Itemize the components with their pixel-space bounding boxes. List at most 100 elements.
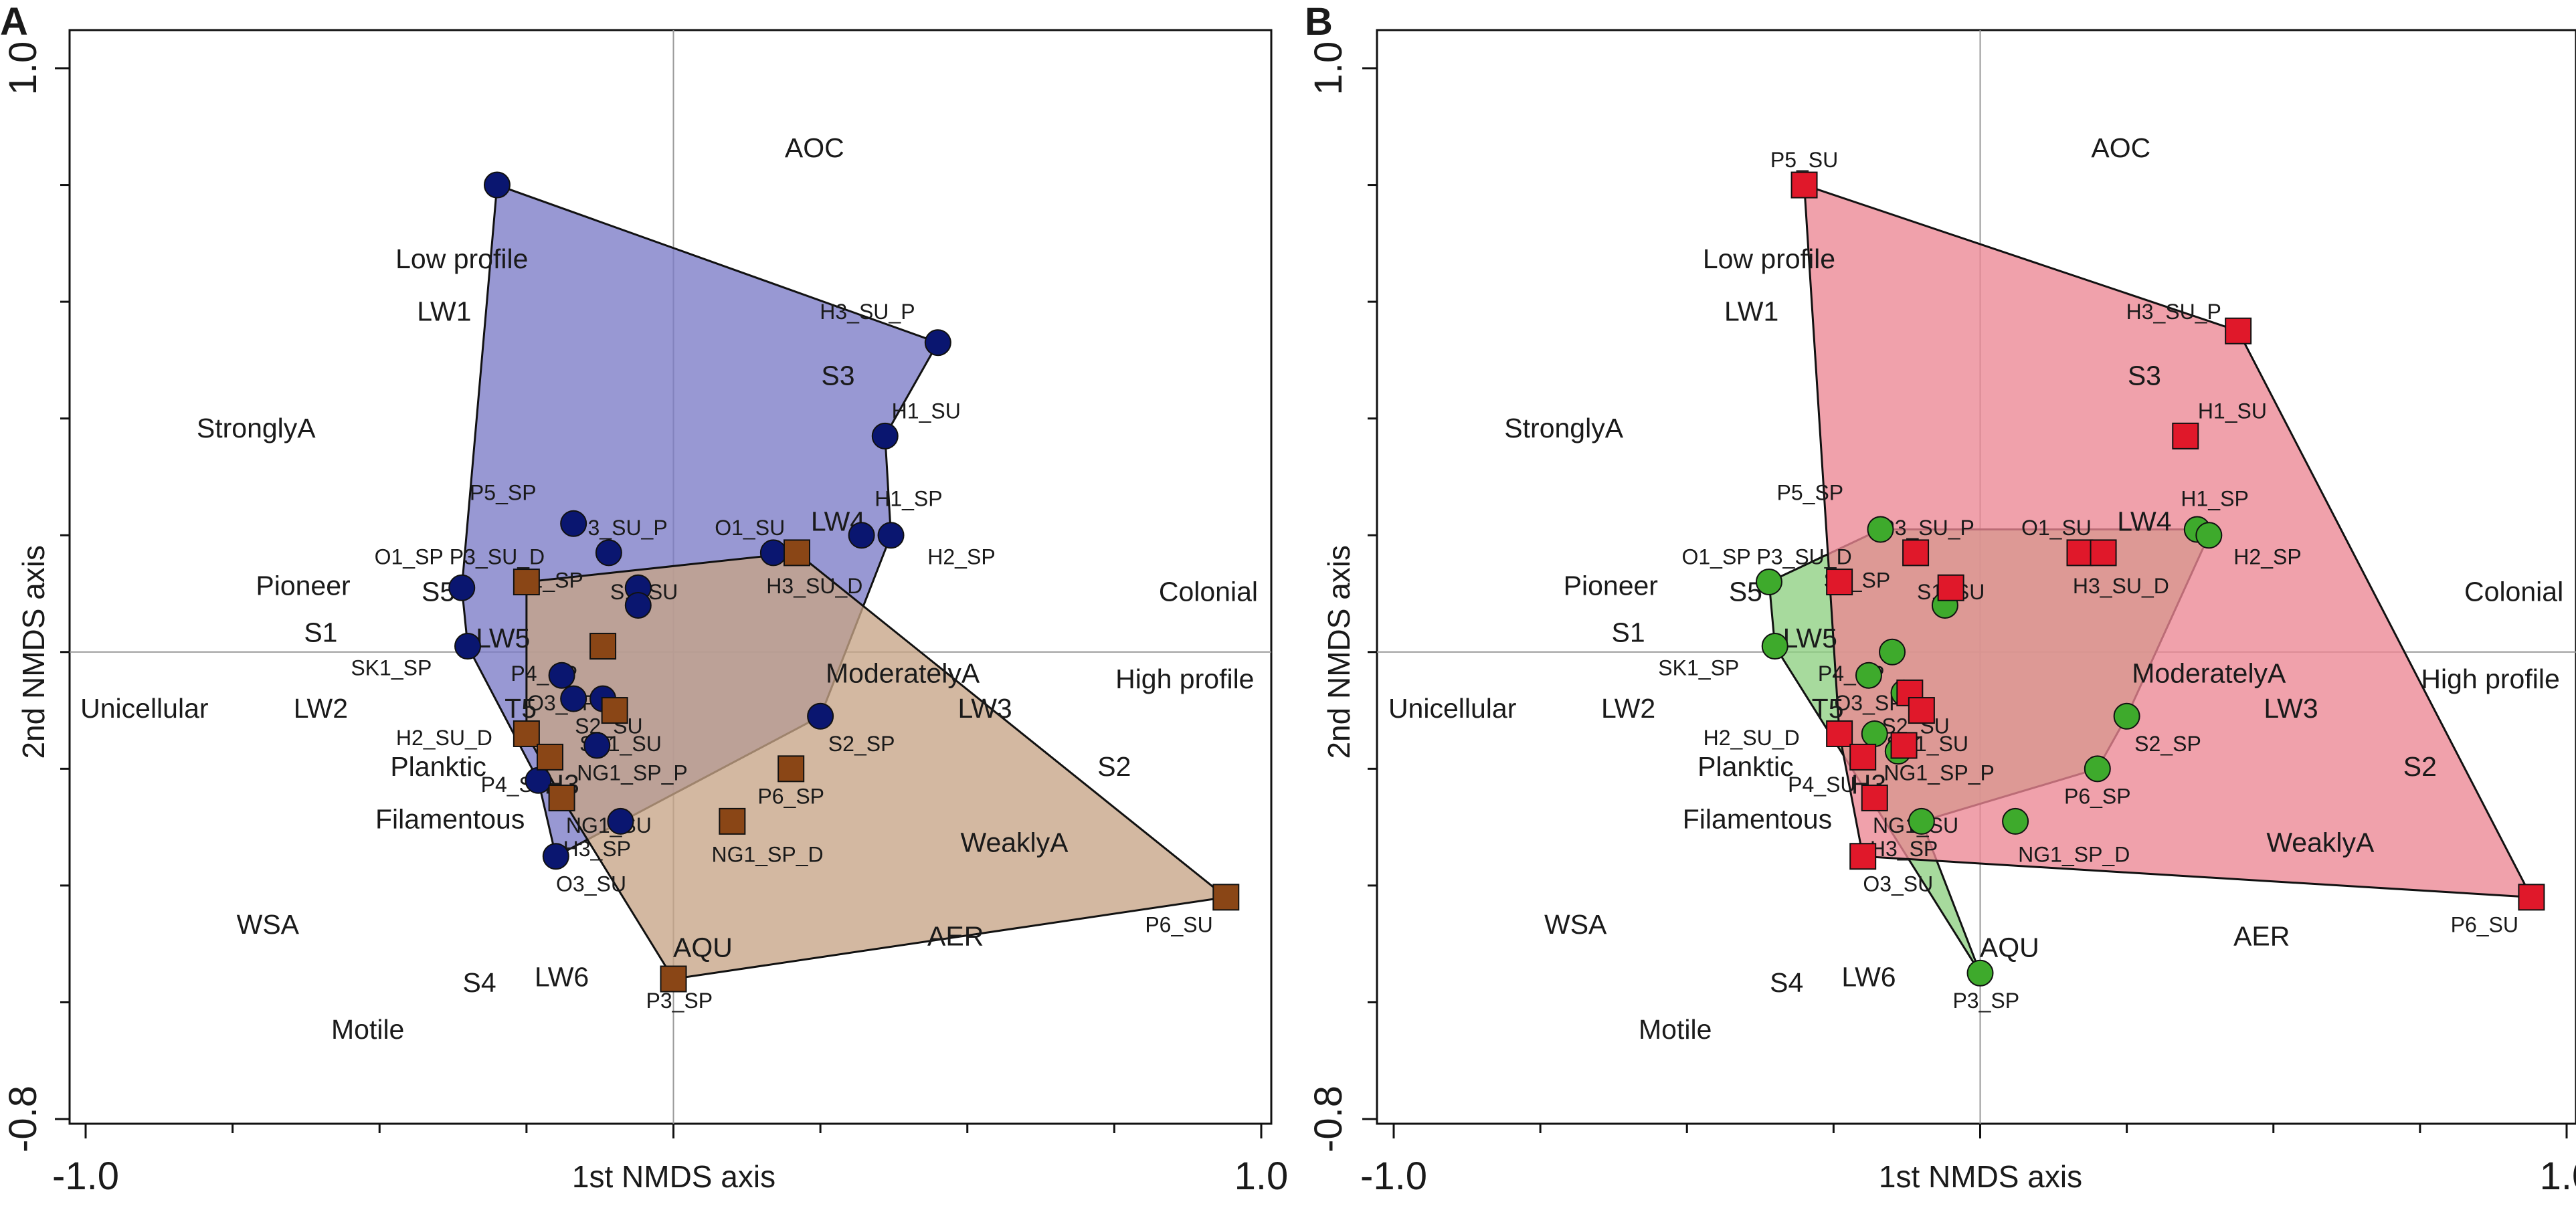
data-point-square (537, 743, 564, 771)
trait-label: AOC (785, 132, 844, 163)
data-point-circle (548, 662, 575, 689)
sample-label: NG1_SP_P (1883, 761, 1994, 785)
data-point-circle (1861, 720, 1888, 747)
data-point-circle (848, 522, 875, 549)
data-point-circle (560, 510, 587, 537)
trait-label: ModeratelyA (826, 658, 980, 689)
sample-label: P3_SU_D (450, 545, 545, 569)
data-point-circle (607, 807, 634, 835)
sample-label: H3_SU_P (820, 300, 915, 324)
data-point-circle (1855, 662, 1882, 689)
trait-label: LW2 (294, 693, 348, 724)
trait-label: Motile (331, 1014, 404, 1045)
sample-label: H3_SP (563, 837, 631, 861)
trait-label: AQU (1980, 932, 2039, 963)
sample-label: H3_SU_P (2126, 300, 2221, 324)
trait-label: LW1 (417, 296, 471, 326)
sample-label: H2_SP (927, 545, 995, 569)
trait-label: Low profile (395, 243, 528, 274)
data-point-circle (1867, 516, 1894, 543)
sample-label: H1_SP (2181, 486, 2248, 510)
data-point-circle (595, 539, 622, 567)
y-tick-label: -0.8 (1, 1086, 45, 1152)
sample-label: H1_SU (892, 399, 961, 423)
y-tick-label: 1.0 (1307, 41, 1350, 96)
sample-label: H2_SU_D (396, 726, 492, 750)
sample-label: P5_SP (1777, 481, 1844, 505)
data-point-circle (624, 591, 652, 619)
sample-label: P3_SU_P (1880, 516, 1974, 540)
trait-label: Filamentous (1683, 804, 1832, 835)
data-point-circle (2002, 807, 2029, 835)
sample-label: O1_SP (375, 545, 444, 569)
sample-label: H2_SU_D (1704, 726, 1800, 750)
trait-label: AOC (2091, 132, 2150, 163)
data-point-square (2172, 422, 2199, 449)
trait-label: S2 (2403, 751, 2437, 782)
data-point-circle (560, 685, 587, 712)
trait-label: S2 (1097, 751, 1131, 782)
trait-label: WeaklyA (2266, 827, 2375, 858)
sample-label: NG1_SP_D (711, 843, 823, 867)
data-point-square (2518, 884, 2545, 911)
trait-label: AER (2233, 920, 2290, 951)
trait-label: S4 (463, 967, 496, 998)
data-point-square (1826, 569, 1853, 596)
trait-label: High profile (1115, 664, 1254, 694)
x-tick-label: 1.0 (1234, 1154, 1289, 1198)
trait-label: High profile (2421, 664, 2559, 694)
trait-label: AQU (673, 932, 733, 963)
trait-label: ModeratelyA (2132, 658, 2286, 689)
trait-label: Filamentous (375, 804, 525, 835)
panel-a: A -1.0 1.0 1.0 -0.8 1st NMDS axis 2nd NMDS axi… (0, 0, 1288, 1198)
sample-label: SK1_SP (1658, 656, 1739, 680)
trait-label: Pioneer (1564, 571, 1658, 601)
trait-label: LW3 (2264, 693, 2318, 724)
trait-label: LW4 (2117, 506, 2171, 537)
trait-label: StronglyA (197, 413, 316, 443)
sample-label: S2_SP (828, 732, 895, 756)
data-point-square (1826, 720, 1853, 747)
trait-label: S1 (304, 617, 337, 647)
sample-label: H3_SU_D (2073, 574, 2169, 598)
data-point-square (1908, 697, 1935, 724)
trait-label: Planktic (390, 751, 486, 782)
data-point-circle (2195, 522, 2223, 549)
trait-label: S3 (821, 360, 854, 391)
data-point-square (601, 697, 628, 724)
sample-label: O1_SU (715, 516, 785, 540)
x-tick-label: -1.0 (1360, 1154, 1427, 1198)
plot-frame (68, 29, 1273, 1125)
trait-label: WSA (237, 909, 300, 940)
data-point-square (1937, 574, 1964, 601)
data-point-circle (807, 702, 834, 730)
sample-label: P5_SU (1770, 148, 1838, 172)
data-point-square (2090, 539, 2117, 567)
sample-label: O1_SP (1681, 545, 1750, 569)
trait-label: LW1 (1724, 296, 1778, 326)
data-point-square (1212, 884, 1240, 911)
y-tick-label: -0.8 (1307, 1086, 1350, 1152)
trait-label: LW5 (1783, 623, 1837, 653)
data-point-square (1890, 732, 1918, 759)
data-point-circle (583, 732, 611, 759)
trait-label: Low profile (1703, 243, 1835, 274)
sample-label: P6_SU (2451, 912, 2518, 936)
data-point-circle (1761, 633, 1788, 660)
sample-label: P3_SP (646, 989, 713, 1013)
data-point-circle (1879, 638, 1906, 666)
sample-label: H3_SU_D (766, 574, 862, 598)
trait-label: LW3 (957, 693, 1012, 724)
trait-label: Unicellular (80, 693, 208, 724)
x-tick-label: -1.0 (52, 1154, 119, 1198)
trait-label: LW6 (535, 961, 589, 992)
sample-label: P6_SP (757, 784, 824, 808)
sample-label: S2_SP (2134, 732, 2201, 756)
data-point-square (660, 965, 687, 993)
sample-label: O3_SU (556, 872, 626, 896)
x-tick-label: 1.0 (2540, 1154, 2576, 1198)
trait-label: StronglyA (1504, 413, 1623, 443)
data-point-square (513, 569, 540, 596)
data-point-circle (2113, 702, 2140, 730)
data-point-circle (525, 767, 552, 794)
